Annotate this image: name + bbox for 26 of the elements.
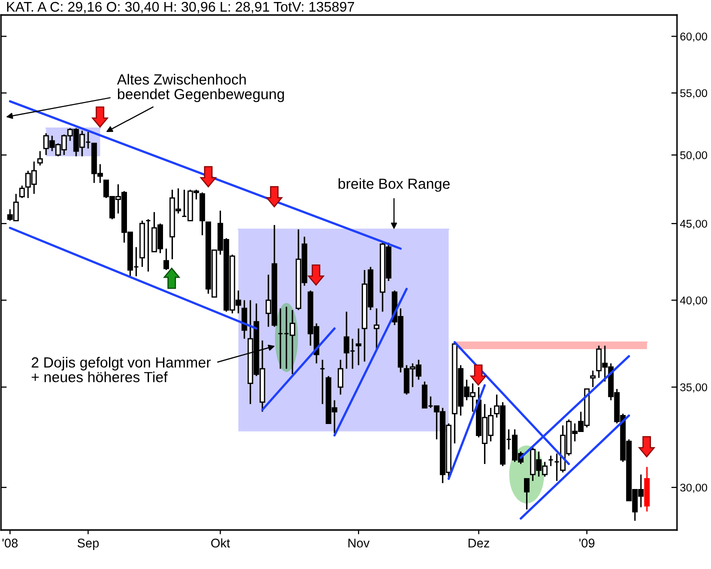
candlestick (37, 150, 43, 166)
chart-title: KAT. A C: 29,16 O: 30,40 H: 30,96 L: 28,91 TotV: 135897 (7, 2, 354, 14)
y-tick-label: 55,00 (680, 89, 708, 98)
candlestick (163, 248, 170, 271)
y-tick-label: 30,00 (680, 484, 708, 493)
annotation: Altes Zwischenhoch beendet Gegenbewegung (117, 74, 284, 102)
candlestick (590, 370, 596, 388)
candlestick (374, 308, 380, 350)
candlestick (356, 328, 362, 366)
y-tick-label: 45,00 (680, 220, 708, 230)
candlestick (242, 300, 248, 340)
candlestick (19, 184, 25, 199)
x-tick-label: Okt (211, 538, 230, 548)
y-tick-label: 35,00 (680, 383, 708, 393)
annotation: 2 Dojis gefolgt von Hammer + neues höheres Tief (32, 356, 211, 382)
x-tick-label: '08 (2, 538, 18, 548)
candlestick (338, 359, 344, 396)
annotation: breite Box Range (338, 178, 450, 192)
x-tick-label: Sep (78, 538, 99, 550)
candlestick (524, 478, 530, 510)
x-tick-label: '09 (579, 538, 594, 548)
x-tick-label: Dez (468, 538, 490, 548)
x-tick-label: Nov (348, 538, 370, 548)
y-tick-label: 40,00 (680, 296, 708, 306)
y-tick-label: 50,00 (680, 151, 708, 160)
y-tick-label: 60,00 (680, 32, 708, 42)
